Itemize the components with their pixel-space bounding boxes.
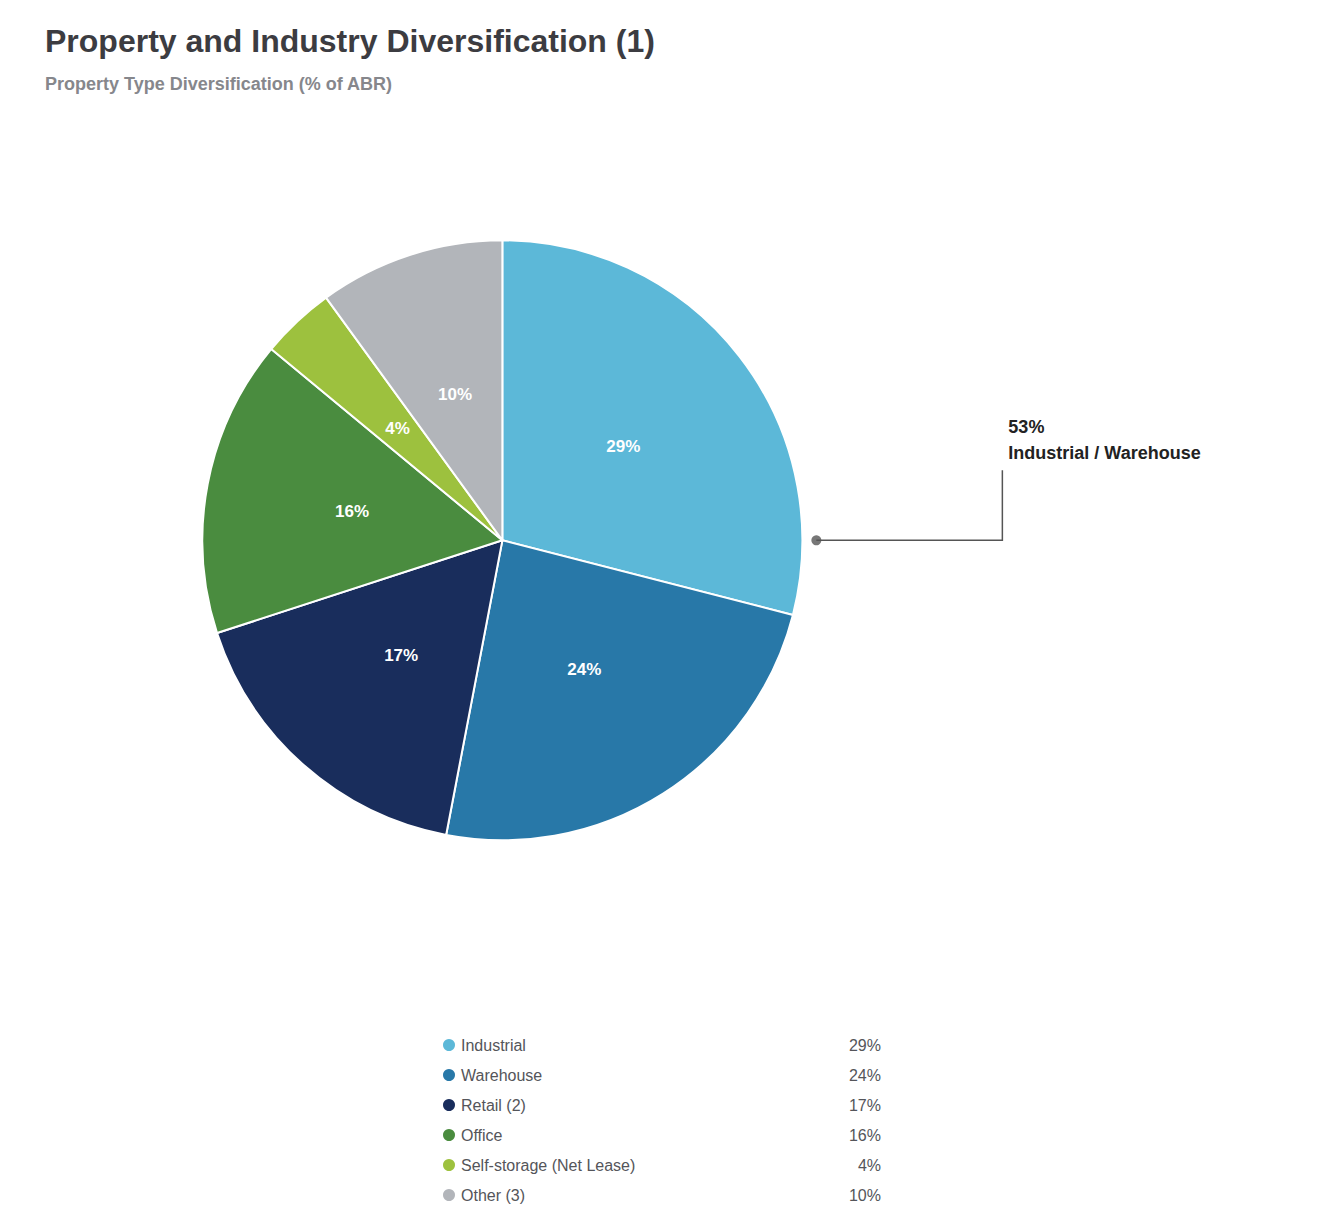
svg-text:Industrial: Industrial <box>461 1037 526 1054</box>
svg-text:4%: 4% <box>858 1157 881 1174</box>
svg-text:53%: 53% <box>1008 417 1044 437</box>
svg-text:Property Type Diversification: Property Type Diversification (% of ABR) <box>45 74 392 94</box>
svg-text:10%: 10% <box>849 1187 881 1204</box>
svg-text:29%: 29% <box>606 437 640 456</box>
svg-text:24%: 24% <box>849 1067 881 1084</box>
svg-text:10%: 10% <box>438 385 472 404</box>
svg-text:Other (3): Other (3) <box>461 1187 525 1204</box>
svg-text:16%: 16% <box>335 502 369 521</box>
svg-text:16%: 16% <box>849 1127 881 1144</box>
svg-text:17%: 17% <box>384 646 418 665</box>
svg-text:17%: 17% <box>849 1097 881 1114</box>
svg-text:Warehouse: Warehouse <box>461 1067 542 1084</box>
svg-text:Property and Industry Diversif: Property and Industry Diversification (1… <box>45 23 655 59</box>
svg-text:Office: Office <box>461 1127 503 1144</box>
svg-text:Self-storage (Net Lease): Self-storage (Net Lease) <box>461 1157 635 1174</box>
svg-text:Retail (2): Retail (2) <box>461 1097 526 1114</box>
svg-text:4%: 4% <box>385 419 410 438</box>
svg-text:29%: 29% <box>849 1037 881 1054</box>
svg-text:24%: 24% <box>567 660 601 679</box>
svg-text:Industrial / Warehouse: Industrial / Warehouse <box>1008 443 1200 463</box>
